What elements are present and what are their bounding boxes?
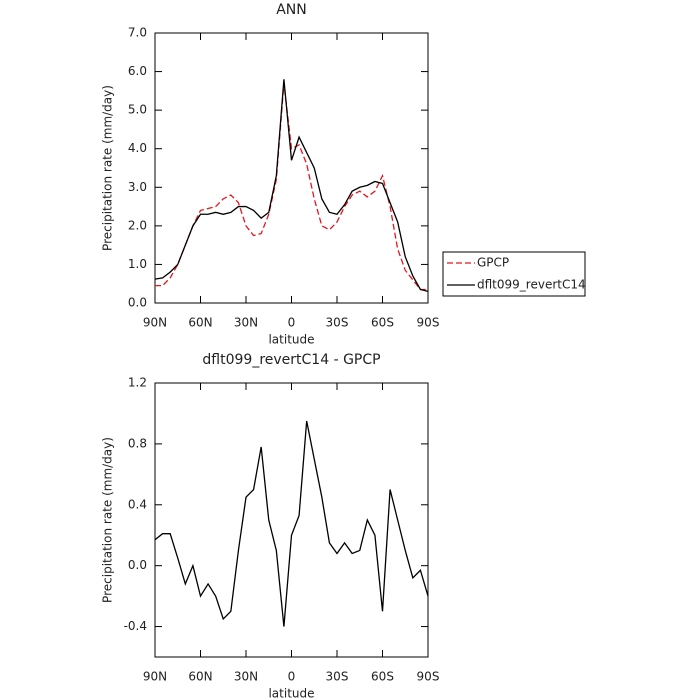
y-tick-label: 0.0 bbox=[128, 558, 147, 572]
legend-label: dflt099_revertC14 bbox=[477, 278, 586, 292]
x-tick-label: 0 bbox=[288, 316, 296, 330]
x-tick-label: 0 bbox=[288, 670, 296, 684]
y-tick-label: 3.0 bbox=[128, 180, 147, 194]
y-axis-label: Precipitation rate (mm/day) bbox=[101, 437, 115, 603]
x-tick-label: 30S bbox=[326, 670, 349, 684]
x-axis-label: latitude bbox=[268, 687, 314, 700]
y-tick-label: 6.0 bbox=[128, 64, 147, 78]
chart-title: ANN bbox=[276, 2, 307, 18]
plot-frame bbox=[154, 382, 429, 658]
y-tick-label: 4.0 bbox=[128, 141, 147, 155]
y-tick-label: 5.0 bbox=[128, 103, 147, 117]
data-line bbox=[154, 79, 429, 293]
plot-frame bbox=[154, 32, 429, 304]
y-tick-label: 7.0 bbox=[128, 26, 147, 40]
x-tick-label: 60N bbox=[188, 316, 212, 330]
x-tick-label: 60N bbox=[188, 670, 212, 684]
x-axis-label: latitude bbox=[268, 333, 314, 347]
y-tick-label: 0.0 bbox=[128, 296, 147, 310]
y-axis-label: Precipitation rate (mm/day) bbox=[101, 85, 115, 251]
legend-label: GPCP bbox=[477, 256, 509, 270]
x-tick-label: 90S bbox=[417, 316, 440, 330]
x-tick-label: 30N bbox=[234, 316, 258, 330]
y-tick-label: 1.0 bbox=[128, 257, 147, 271]
x-tick-label: 30S bbox=[326, 316, 349, 330]
y-tick-label: 2.0 bbox=[128, 218, 147, 232]
y-tick-label: 0.8 bbox=[128, 436, 147, 450]
x-tick-label: 60S bbox=[371, 316, 394, 330]
data-line bbox=[154, 420, 429, 627]
legend-box bbox=[442, 251, 586, 297]
x-tick-label: 60S bbox=[371, 670, 394, 684]
y-tick-label: 1.2 bbox=[128, 376, 147, 390]
y-tick-label: -0.4 bbox=[124, 619, 147, 633]
x-tick-label: 90N bbox=[143, 316, 167, 330]
x-tick-label: 90S bbox=[417, 670, 440, 684]
x-tick-label: 30N bbox=[234, 670, 258, 684]
chart-title: dflt099_revertC14 - GPCP bbox=[202, 352, 380, 368]
data-line bbox=[155, 83, 428, 291]
x-tick-label: 90N bbox=[143, 670, 167, 684]
y-tick-label: 0.4 bbox=[128, 497, 147, 511]
